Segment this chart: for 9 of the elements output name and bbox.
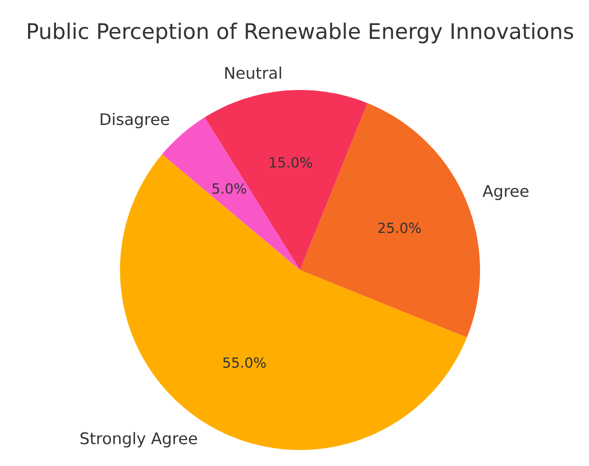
data-label: 25.0% [378, 222, 421, 234]
chart-title: Public Perception of Renewable Energy Innovations [28, 22, 574, 44]
slice-label: Strongly Agree [80, 432, 197, 448]
slice-label: Agree [482, 185, 528, 200]
slice-label: Disagree [100, 112, 170, 128]
data-label: 15.0% [270, 157, 312, 168]
slice-label: Neutral [225, 66, 282, 79]
data-label: 5.0% [212, 183, 246, 194]
data-label: 55.0% [223, 357, 266, 368]
